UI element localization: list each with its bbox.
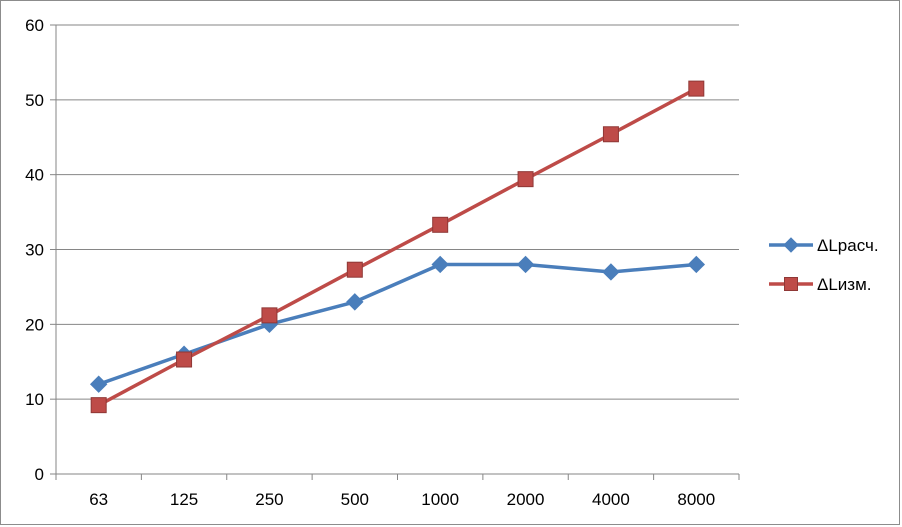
- legend-entry: ΔLрасч.: [769, 236, 879, 255]
- data-point: [687, 255, 706, 274]
- data-point: [176, 351, 193, 368]
- y-tick-label: 50: [25, 91, 44, 110]
- data-point: [431, 255, 449, 274]
- y-tick-label: 30: [25, 241, 44, 260]
- y-tick-labels: 0 10 20 30 40 50 60: [25, 16, 44, 484]
- x-tick-label: 4000: [592, 490, 630, 509]
- x-tick-label: 8000: [677, 490, 715, 509]
- legend-marker: [783, 237, 799, 253]
- data-point: [602, 126, 619, 143]
- series-line: [98, 262, 697, 386]
- legend-entry: ΔLизм.: [769, 275, 872, 294]
- y-tick-label: 40: [25, 166, 44, 185]
- data-point: [432, 216, 449, 233]
- x-tick-label: 250: [255, 490, 283, 509]
- y-tick-label: 10: [25, 390, 44, 409]
- data-point: [688, 80, 705, 97]
- x-tick-label: 2000: [507, 490, 545, 509]
- data-point: [517, 171, 534, 188]
- x-tick-label: 500: [341, 490, 369, 509]
- x-tick-label: 1000: [421, 490, 459, 509]
- series-line: [97, 87, 698, 407]
- y-tick-label: 20: [25, 315, 44, 334]
- data-point: [346, 293, 364, 311]
- data-point: [90, 397, 107, 414]
- axes: [50, 24, 740, 480]
- data-point: [261, 307, 278, 324]
- x-tick-labels: 63 125 250 500 1000 2000 4000 8000: [89, 490, 715, 509]
- x-tick-label: 125: [170, 490, 198, 509]
- series-group: [89, 80, 706, 414]
- series-2: [90, 80, 705, 414]
- data-point: [89, 375, 108, 393]
- legend-label: ΔLизм.: [817, 275, 872, 294]
- gridlines: [56, 24, 739, 400]
- y-tick-label: 60: [25, 16, 44, 35]
- legend: ΔLрасч. ΔLизм.: [769, 236, 879, 294]
- x-tick-label: 63: [89, 490, 108, 509]
- data-point: [516, 255, 535, 274]
- legend-marker: [784, 277, 798, 291]
- data-point: [346, 261, 363, 278]
- legend-label: ΔLрасч.: [817, 236, 879, 255]
- y-tick-label: 0: [35, 465, 44, 484]
- data-point: [602, 263, 620, 281]
